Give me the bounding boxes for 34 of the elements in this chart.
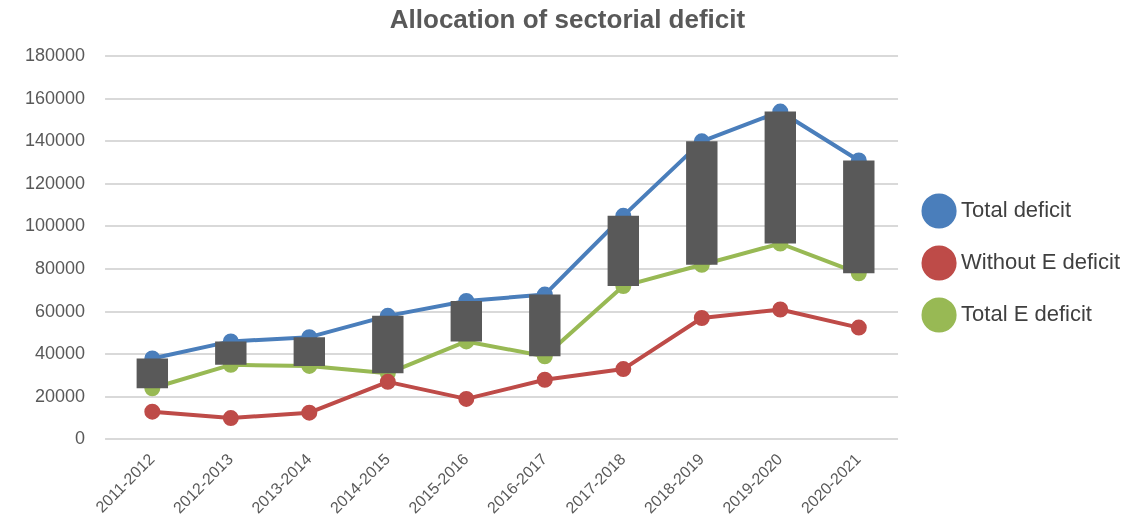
point xyxy=(144,403,161,420)
y-tick-label: 80000 xyxy=(35,258,86,279)
y-tick-label: 100000 xyxy=(24,215,86,236)
chart-title: Allocation of sectorial deficit xyxy=(389,3,746,34)
bar xyxy=(686,141,718,265)
bar xyxy=(843,160,875,274)
y-tick-label: 0 xyxy=(75,428,86,449)
point xyxy=(615,361,632,378)
y-tick-label: 20000 xyxy=(35,385,86,406)
legend-label: Without E deficit xyxy=(961,249,1120,275)
bar xyxy=(215,341,247,365)
y-tick-label: 140000 xyxy=(24,130,86,151)
point xyxy=(458,390,475,407)
bar xyxy=(136,358,169,389)
point xyxy=(693,310,710,326)
point xyxy=(536,371,553,388)
y-tick-label: 120000 xyxy=(24,172,86,193)
legend-label: Total deficit xyxy=(961,197,1072,223)
legend-label: Total E deficit xyxy=(961,301,1092,327)
point xyxy=(379,373,396,390)
bar xyxy=(607,215,639,287)
y-tick-label: 60000 xyxy=(35,300,86,321)
bar xyxy=(293,337,326,366)
y-tick-label: 180000 xyxy=(24,45,86,66)
point xyxy=(850,319,867,336)
bar xyxy=(764,111,796,244)
point xyxy=(772,301,789,318)
y-tick-label: 160000 xyxy=(24,87,86,108)
point xyxy=(222,410,239,427)
bar xyxy=(450,300,483,342)
bar xyxy=(529,294,561,357)
y-tick-label: 40000 xyxy=(35,343,86,364)
bar xyxy=(372,315,404,374)
point xyxy=(301,404,318,421)
